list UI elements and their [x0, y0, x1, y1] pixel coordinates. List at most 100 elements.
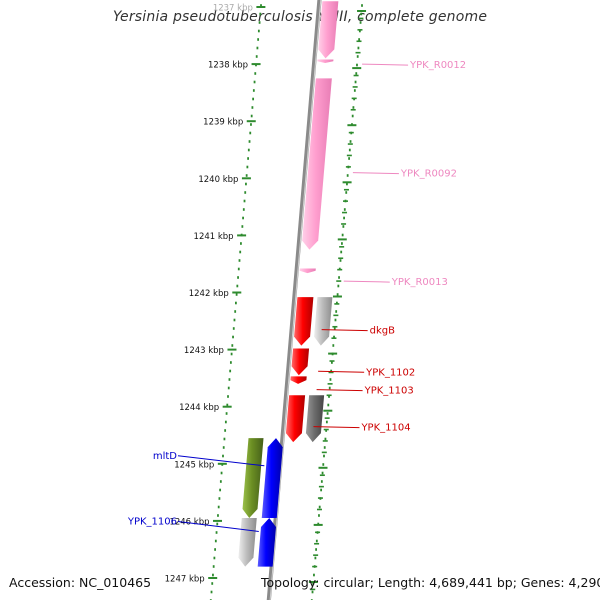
ruler-dot: [236, 284, 239, 288]
ruler-dot: [219, 480, 222, 483]
ruler-dot: [241, 225, 244, 228]
ruler-dot: [342, 225, 345, 228]
ruler-dot: [313, 573, 315, 577]
feature-ypk-1106[interactable]: [257, 518, 276, 567]
ruler-dot: [232, 335, 234, 339]
ruler-dot: [235, 301, 237, 305]
ruler-dot: [229, 361, 232, 364]
ruler-tick-label: 1241 kbp: [194, 232, 234, 242]
feature-ypk-1103[interactable]: [290, 376, 307, 384]
label-leader: [316, 389, 363, 392]
ruler-dot: [254, 72, 257, 75]
ruler-dot: [223, 437, 226, 441]
ruler-dot: [326, 412, 329, 415]
ruler-dot: [217, 514, 219, 517]
ruler-dot: [337, 284, 340, 288]
ruler-tick-label: 1243 kbp: [184, 346, 224, 356]
ruler-dot: [217, 505, 220, 509]
ruler-dot: [216, 522, 219, 526]
ruler-dot: [356, 55, 359, 58]
ruler-tick-label: 1239 kbp: [203, 118, 243, 128]
ruler-dot: [341, 242, 343, 245]
label-leader: [362, 63, 409, 66]
ruler-tick-label: 1245 kbp: [174, 460, 214, 470]
ruler-dot: [336, 293, 339, 296]
ruler-dot: [341, 233, 344, 237]
label-ypk-1103: YPK_1103: [364, 386, 414, 397]
ruler-dot: [237, 267, 240, 271]
ruler-dot: [329, 378, 332, 381]
ruler-dot: [324, 437, 327, 441]
feature-mltd[interactable]: [261, 438, 283, 519]
label-dkgb: dkgB: [370, 326, 395, 337]
ruler-dot: [353, 89, 356, 92]
ruler-dot: [323, 454, 325, 458]
ruler-dot: [352, 106, 355, 109]
feature-unlabeled[interactable]: [305, 395, 325, 443]
ruler-dot: [237, 276, 239, 279]
ruler-dot: [252, 97, 255, 101]
feature-ypk-r0012[interactable]: [318, 1, 339, 59]
ruler-dot: [257, 38, 260, 41]
feature-ypk-r0013[interactable]: [299, 268, 316, 274]
ruler-dot: [225, 412, 228, 415]
ruler-dot: [345, 191, 348, 194]
ruler-dot: [259, 12, 262, 16]
feature-ypk-1104[interactable]: [285, 395, 306, 443]
label-ypk-r0092: YPK_R0092: [400, 169, 457, 180]
accession-text: Accession: NC_010465: [9, 575, 152, 590]
ruler-dot: [227, 386, 230, 390]
ruler-tick-label: 1237 kbp: [213, 4, 253, 14]
ruler-dot: [311, 590, 314, 594]
ruler-tick-label: 1242 kbp: [189, 289, 229, 299]
ruler-dot: [245, 182, 247, 186]
ruler-dot: [258, 21, 261, 24]
feature-dkgb[interactable]: [294, 297, 314, 346]
ruler-dot: [325, 429, 328, 432]
ruler-dot: [240, 242, 242, 245]
ruler-dot: [343, 216, 345, 220]
feature-unlabeled[interactable]: [314, 297, 333, 346]
ruler-dot: [318, 514, 320, 517]
ruler-dot: [321, 471, 324, 475]
ruler-dot: [335, 310, 338, 313]
ruler-dot: [325, 420, 328, 424]
ruler-dot: [250, 123, 252, 126]
ruler-dot: [336, 301, 338, 305]
feature-ypk-1102[interactable]: [291, 348, 310, 376]
ruler-dot: [233, 318, 236, 322]
ruler-dot: [359, 21, 362, 24]
label-ypk-1102: YPK_1102: [365, 367, 415, 378]
ruler-dot: [220, 471, 223, 475]
label-leader: [318, 370, 365, 373]
ruler-dot: [244, 191, 247, 194]
label-ypk-r0013: YPK_R0013: [391, 277, 448, 288]
ruler-dot: [256, 46, 259, 50]
ruler-dot: [330, 369, 333, 373]
ruler-dot: [314, 556, 317, 560]
ruler-tick-label: 1238 kbp: [208, 61, 248, 71]
ruler-dot: [242, 216, 244, 220]
ruler-dot: [312, 582, 315, 585]
ruler-dot: [322, 463, 325, 466]
feature-unlabeled[interactable]: [317, 59, 334, 63]
ruler-dot: [354, 80, 357, 84]
ruler-dot: [260, 4, 262, 7]
ruler-tick-label: 1240 kbp: [198, 175, 238, 185]
ruler-dot: [212, 573, 214, 577]
label-ypk-r0012: YPK_R0012: [409, 60, 466, 71]
label-leader: [352, 172, 399, 175]
ruler-dot: [222, 454, 224, 458]
ruler-dot: [358, 29, 361, 33]
label-ypk-1104: YPK_1104: [360, 423, 410, 434]
left-ruler-rail: [209, 4, 262, 600]
topology-text: Topology: circular; Length: 4,689,441 bp…: [261, 575, 600, 590]
feature-unlabeled[interactable]: [238, 518, 257, 567]
ruler-dot: [214, 548, 217, 551]
feature-unlabeled[interactable]: [242, 438, 264, 519]
ruler-dot: [249, 131, 252, 135]
ruler-dot: [231, 344, 234, 347]
label-leader: [177, 455, 265, 467]
feature-ypk-r0092[interactable]: [302, 78, 332, 250]
